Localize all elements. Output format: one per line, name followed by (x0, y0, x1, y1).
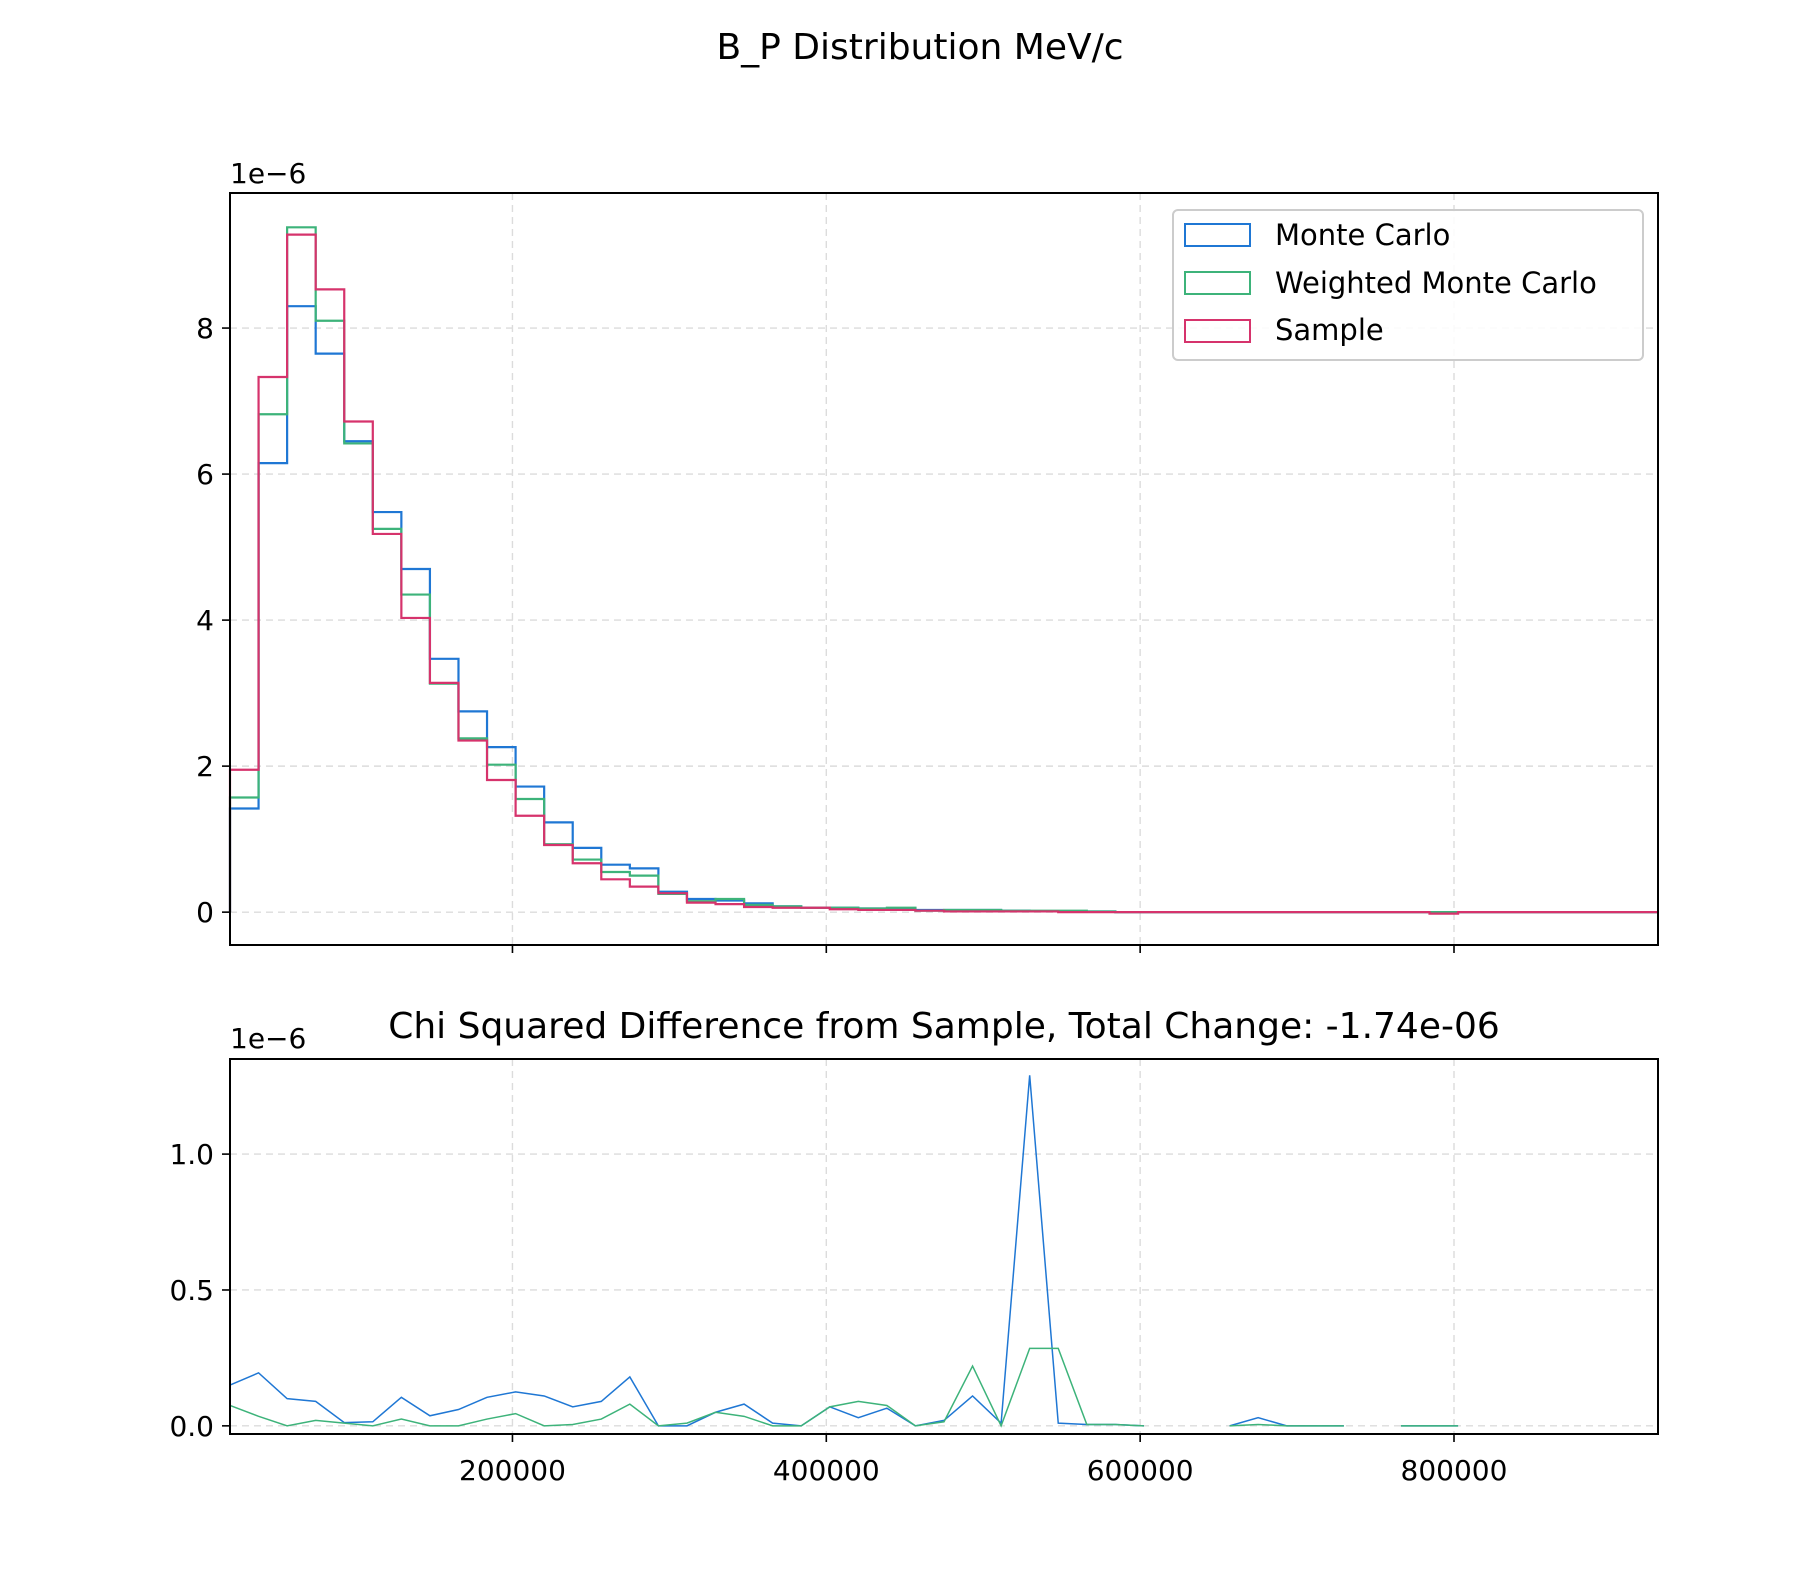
histogram-y-ticks: 0 2 4 6 8 (196, 312, 230, 929)
legend-swatch-sample (1184, 319, 1251, 343)
histogram-series-sample (228, 233, 1658, 915)
chi-squared-x-tick-label: 800000 (1401, 1454, 1508, 1487)
legend-label-sample: Sample (1275, 313, 1384, 347)
histogram-y-tick-label: 2 (196, 750, 214, 783)
figure-suptitle: B_P Distribution MeV/c (716, 27, 1123, 68)
chi-squared-panel: Chi Squared Difference from Sample, Tota… (169, 1006, 1659, 1487)
chi-squared-y-tick-label: 0.0 (169, 1410, 214, 1443)
legend-swatch-monte-carlo (1184, 223, 1251, 247)
legend-label-weighted-monte-carlo: Weighted Monte Carlo (1275, 266, 1597, 300)
chi-squared-line-monte-carlo (229, 1075, 1144, 1427)
legend-label-monte-carlo: Monte Carlo (1275, 218, 1450, 252)
chi-squared-line-weighted-monte-carlo (229, 1347, 1144, 1428)
chi-squared-y-tick-label: 0.5 (169, 1274, 214, 1307)
histogram-y-tick-label: 8 (196, 312, 214, 345)
chi-squared-plot-area (229, 1075, 1459, 1428)
histogram-y-tick-label: 4 (196, 604, 214, 637)
histogram-legend: Monte Carlo Weighted Monte Carlo Sample (1172, 209, 1644, 361)
histogram-y-tick-label: 6 (196, 458, 214, 491)
histogram-y-multiplier: 1e−6 (230, 157, 306, 190)
histogram-x-ticks (511, 945, 1455, 953)
chi-squared-y-tick-label: 1.0 (169, 1138, 214, 1171)
chi-squared-line-weighted-monte-carlo (1229, 1423, 1344, 1427)
histogram-panel: 0 2 4 6 8 1e−6 Monte Carlo Weighted Monte Ca… (196, 157, 1659, 953)
histogram-series-monte-carlo (228, 305, 1658, 914)
chi-squared-x-tick-label: 200000 (459, 1454, 566, 1487)
legend-box (1172, 209, 1644, 361)
histogram-plot-area (228, 226, 1658, 915)
chi-squared-axes-frame (229, 1058, 1659, 1435)
chi-squared-y-ticks: 0.0 0.5 1.0 (169, 1138, 230, 1443)
chi-squared-title: Chi Squared Difference from Sample, Tota… (388, 1006, 1500, 1047)
chi-squared-x-tick-label: 600000 (1087, 1454, 1194, 1487)
histogram-y-tick-label: 0 (196, 896, 214, 929)
histogram-axes-frame (229, 192, 1659, 946)
chi-squared-x-ticks: 200000 400000 600000 800000 (459, 1434, 1507, 1487)
chi-squared-grid (230, 1059, 1658, 1434)
legend-swatch-weighted-monte-carlo (1184, 271, 1251, 295)
chi-squared-y-multiplier: 1e−6 (230, 1022, 306, 1055)
chi-squared-x-tick-label: 400000 (773, 1454, 880, 1487)
